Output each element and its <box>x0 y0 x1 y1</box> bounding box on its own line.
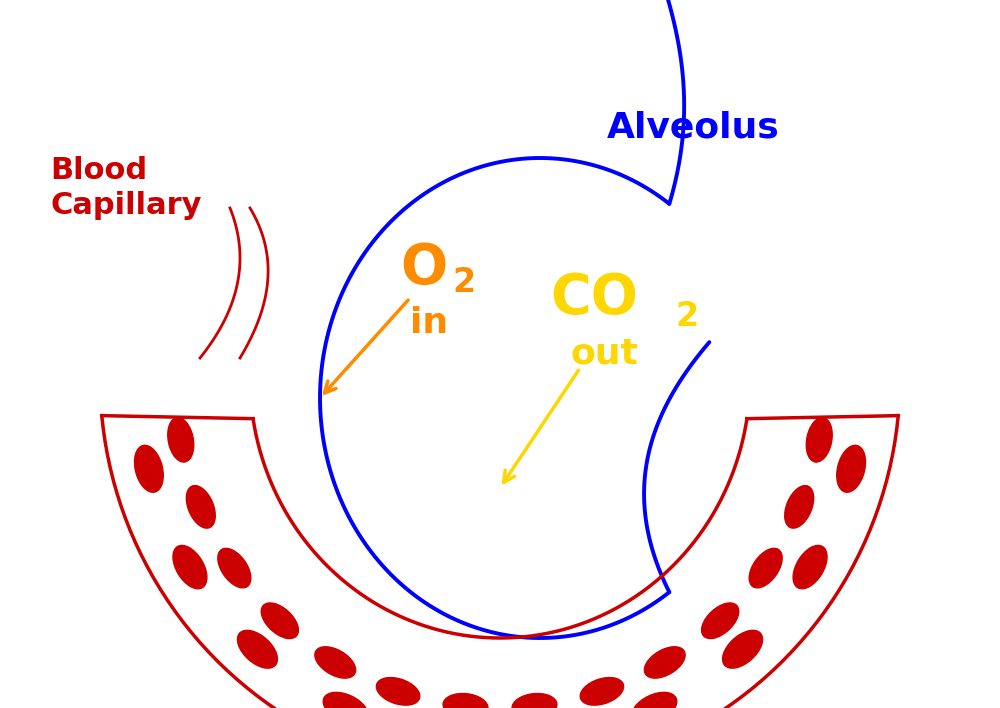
Ellipse shape <box>135 445 163 492</box>
Text: in: in <box>410 306 448 340</box>
Ellipse shape <box>837 445 865 492</box>
Ellipse shape <box>793 545 827 589</box>
Text: out: out <box>570 336 638 370</box>
Ellipse shape <box>644 647 685 678</box>
Ellipse shape <box>749 548 782 588</box>
Ellipse shape <box>323 692 368 708</box>
Ellipse shape <box>261 603 298 639</box>
Ellipse shape <box>580 678 624 705</box>
Ellipse shape <box>218 548 251 588</box>
Ellipse shape <box>173 545 207 589</box>
Ellipse shape <box>806 418 832 462</box>
Text: Alveolus: Alveolus <box>607 111 780 145</box>
Ellipse shape <box>443 693 488 708</box>
Ellipse shape <box>512 693 557 708</box>
Text: 2: 2 <box>675 299 698 333</box>
Ellipse shape <box>237 630 277 668</box>
Text: Blood
Capillary: Blood Capillary <box>50 156 202 220</box>
Ellipse shape <box>632 692 677 708</box>
Ellipse shape <box>315 647 356 678</box>
Text: CO: CO <box>550 271 638 325</box>
Text: O: O <box>400 241 447 295</box>
Ellipse shape <box>785 486 814 528</box>
Text: 2: 2 <box>452 266 475 299</box>
Ellipse shape <box>723 630 763 668</box>
Ellipse shape <box>376 678 420 705</box>
Ellipse shape <box>702 603 739 639</box>
Ellipse shape <box>168 418 194 462</box>
Ellipse shape <box>186 486 215 528</box>
